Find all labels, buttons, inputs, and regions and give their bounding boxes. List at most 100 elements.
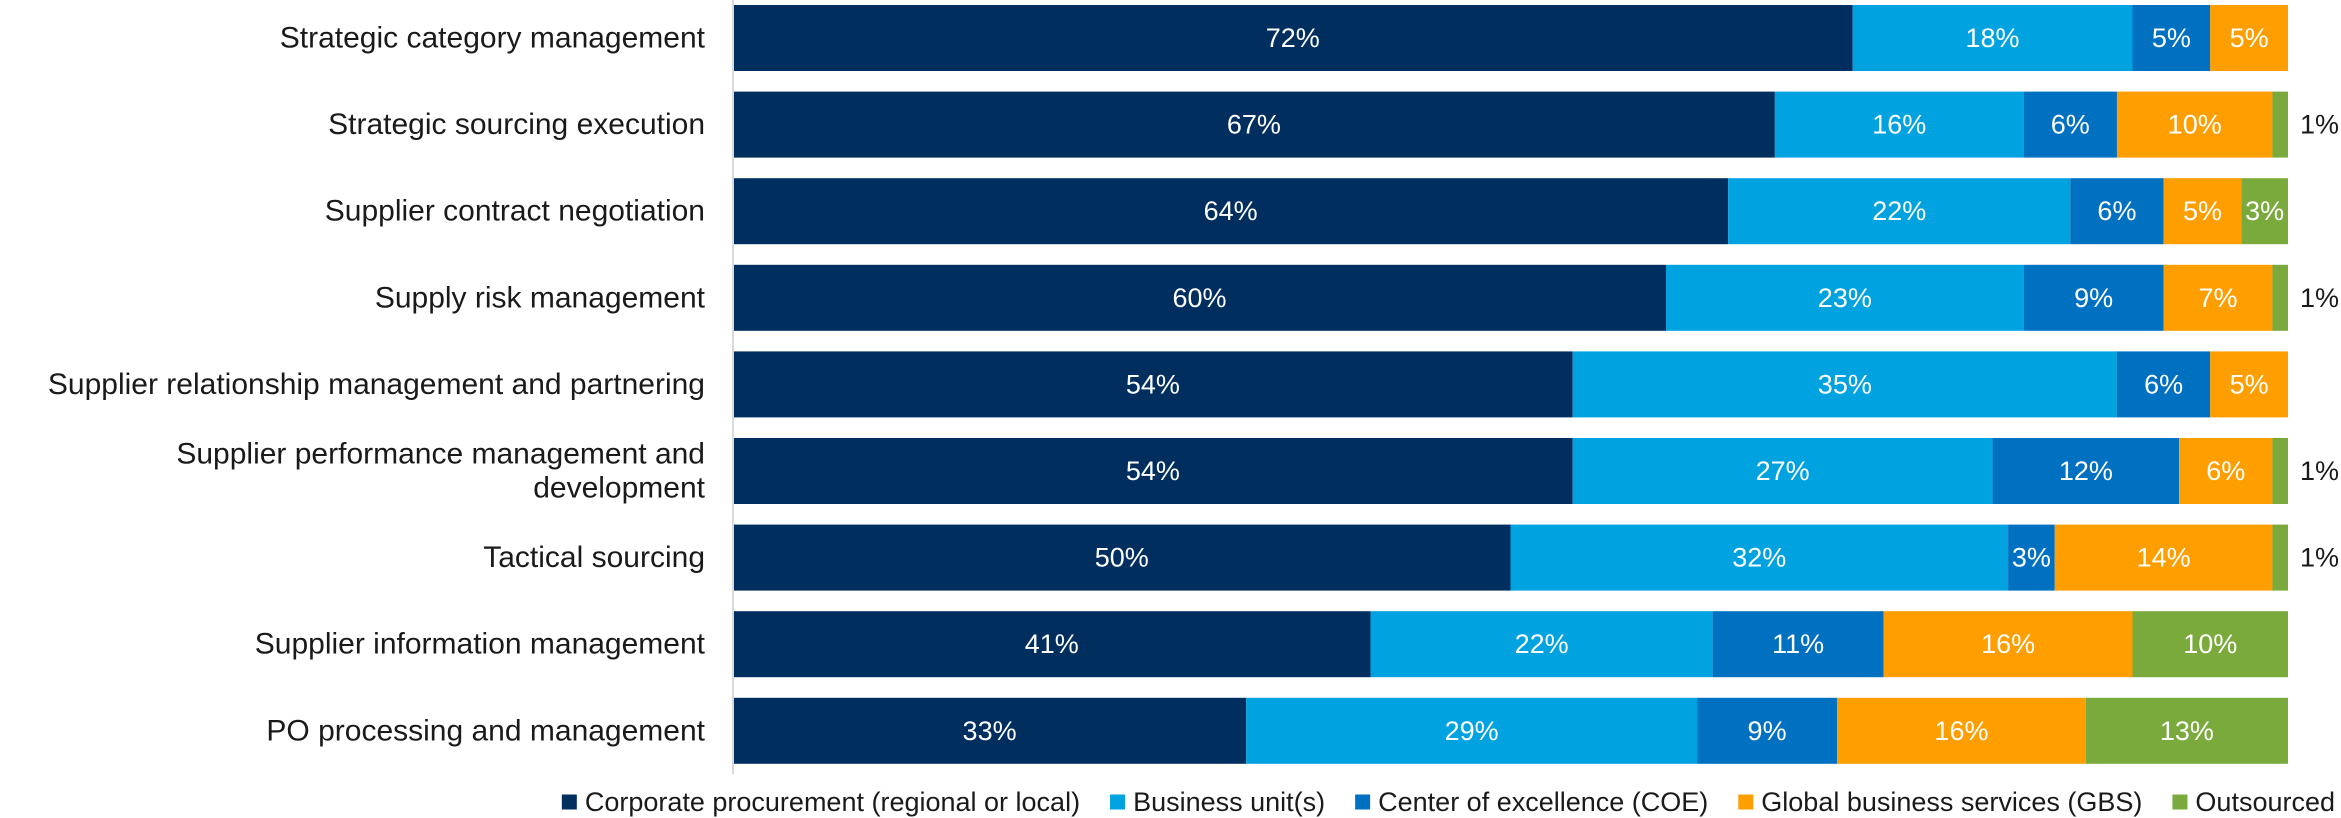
bar-business-unit-s-supplier-relationship-management-and-partnering (1572, 351, 2117, 418)
bar-global-business-services-gbs-strategic-category-management (2210, 5, 2288, 71)
data-label-global-business-services-gbs-strategic-category-management: 5% (2230, 23, 2269, 53)
data-label-center-of-excellence-coe-po-processing-and-management: 9% (1748, 716, 1787, 746)
category-label-supplier-contract-negotiation: Supplier contract negotiation (325, 195, 705, 228)
data-label-business-unit-s-supply-risk-management: 23% (1818, 283, 1872, 313)
data-label-center-of-excellence-coe-strategic-sourcing-execution: 6% (2051, 110, 2090, 140)
bar-outsourced-supplier-performance-management-and-development (2272, 438, 2288, 504)
data-label-corporate-procurement-regional-or-local-supplier-contract-negotiation: 64% (1204, 196, 1258, 226)
bar-outsourced-po-processing-and-management (2085, 697, 2288, 764)
data-label-business-unit-s-supplier-information-management: 22% (1515, 629, 1569, 659)
legend-item-center-of-excellence-coe: Center of excellence (COE) (1355, 787, 1708, 817)
data-label-corporate-procurement-regional-or-local-supplier-relationship-management-and-partnering: 54% (1126, 369, 1180, 399)
data-label-business-unit-s-strategic-category-management: 18% (1966, 23, 2020, 53)
data-label-outsourced-supplier-performance-management-and-development: 1% (2300, 456, 2339, 486)
data-label-global-business-services-gbs-supplier-performance-management-and-development: 6% (2206, 456, 2245, 486)
data-label-global-business-services-gbs-supply-risk-management: 7% (2199, 283, 2238, 313)
category-label-po-processing-and-management: PO processing and management (266, 714, 705, 747)
data-label-center-of-excellence-coe-supply-risk-management: 9% (2074, 283, 2113, 313)
legend-item-global-business-services-gbs: Global business services (GBS) (1738, 787, 2142, 817)
bar-business-unit-s-supplier-contract-negotiation (1728, 178, 2071, 245)
bar-corporate-procurement-regional-or-local-strategic-sourcing-execution (733, 91, 1775, 158)
category-label-tactical-sourcing: Tactical sourcing (483, 541, 705, 574)
data-label-global-business-services-gbs-tactical-sourcing: 14% (2137, 543, 2191, 573)
bar-business-unit-s-supplier-performance-management-and-development (1572, 438, 1993, 504)
bar-global-business-services-gbs-supplier-information-management (1883, 611, 2133, 678)
legend-swatch-business-unit-s (1110, 794, 1126, 810)
data-label-center-of-excellence-coe-supplier-performance-management-and-development: 12% (2059, 456, 2113, 486)
bar-business-unit-s-po-processing-and-management (1246, 697, 1698, 764)
legend-label-business-unit-s: Business unit(s) (1133, 787, 1325, 817)
bar-corporate-procurement-regional-or-local-supplier-performance-management-and-development (733, 438, 1573, 504)
bar-center-of-excellence-coe-strategic-category-management (2132, 5, 2211, 71)
legend-label-global-business-services-gbs: Global business services (GBS) (1761, 787, 2142, 817)
bar-outsourced-tactical-sourcing (2272, 524, 2288, 591)
bar-global-business-services-gbs-strategic-sourcing-execution (2116, 91, 2273, 158)
bar-global-business-services-gbs-supplier-performance-management-and-development (2179, 438, 2273, 504)
data-label-outsourced-supply-risk-management: 1% (2300, 283, 2339, 313)
bar-corporate-procurement-regional-or-local-supplier-relationship-management-and-partnering (733, 351, 1573, 418)
bar-global-business-services-gbs-po-processing-and-management (1837, 697, 2086, 764)
bar-center-of-excellence-coe-po-processing-and-management (1697, 697, 1838, 764)
data-label-business-unit-s-strategic-sourcing-execution: 16% (1872, 110, 1926, 140)
data-label-corporate-procurement-regional-or-local-strategic-category-management: 72% (1266, 23, 1320, 53)
legend-label-center-of-excellence-coe: Center of excellence (COE) (1378, 787, 1708, 817)
legend: Corporate procurement (regional or local… (561, 787, 2335, 817)
legend-item-business-unit-s: Business unit(s) (1110, 787, 1325, 817)
data-label-global-business-services-gbs-supplier-contract-negotiation: 5% (2183, 196, 2222, 226)
bar-outsourced-supplier-information-management (2132, 611, 2288, 678)
data-label-business-unit-s-tactical-sourcing: 32% (1732, 543, 1786, 573)
data-label-center-of-excellence-coe-supplier-information-management: 11% (1772, 629, 1824, 659)
legend-label-outsourced: Outsourced (2195, 787, 2335, 817)
legend-swatch-corporate-procurement-regional-or-local (561, 794, 577, 810)
bars-area: 72% 18% 5% 5% 67% 16% 6% 10% 1% 64% 22% 6% 5% 3% 60% 23… (733, 5, 2339, 764)
bar-corporate-procurement-regional-or-local-strategic-category-management (733, 5, 1853, 71)
legend-swatch-global-business-services-gbs (1738, 794, 1754, 810)
data-label-outsourced-supplier-contract-negotiation: 3% (2245, 196, 2284, 226)
bar-center-of-excellence-coe-supplier-relationship-management-and-partnering (2116, 351, 2211, 418)
data-label-corporate-procurement-regional-or-local-po-processing-and-management: 33% (963, 716, 1017, 746)
data-label-corporate-procurement-regional-or-local-supplier-information-management: 41% (1025, 629, 1079, 659)
bar-outsourced-supplier-contract-negotiation (2241, 178, 2288, 245)
category-label-supplier-information-management: Supplier information management (255, 628, 706, 661)
bar-corporate-procurement-regional-or-local-tactical-sourcing (733, 524, 1511, 591)
data-label-business-unit-s-supplier-performance-management-and-development: 27% (1756, 456, 1810, 486)
data-label-corporate-procurement-regional-or-local-strategic-sourcing-execution: 67% (1227, 110, 1281, 140)
category-label-supplier-relationship-management-and-partnering: Supplier relationship management and par… (48, 368, 705, 401)
legend-label-corporate-procurement-regional-or-local: Corporate procurement (regional or local… (585, 787, 1080, 817)
data-label-global-business-services-gbs-supplier-relationship-management-and-partnering: 5% (2230, 369, 2269, 399)
bar-global-business-services-gbs-supplier-contract-negotiation (2163, 178, 2242, 245)
bar-business-unit-s-strategic-category-management (1852, 5, 2133, 71)
data-label-center-of-excellence-coe-tactical-sourcing: 3% (2012, 543, 2051, 573)
data-label-corporate-procurement-regional-or-local-tactical-sourcing: 50% (1095, 543, 1149, 573)
bar-global-business-services-gbs-supply-risk-management (2163, 264, 2273, 331)
bar-center-of-excellence-coe-supplier-information-management (1712, 611, 1884, 678)
data-label-business-unit-s-supplier-relationship-management-and-partnering: 35% (1818, 369, 1872, 399)
bar-business-unit-s-supplier-information-management (1370, 611, 1713, 678)
legend-swatch-center-of-excellence-coe (1355, 794, 1371, 810)
data-label-corporate-procurement-regional-or-local-supply-risk-management: 60% (1172, 283, 1226, 313)
data-label-center-of-excellence-coe-strategic-category-management: 5% (2152, 23, 2191, 53)
data-label-global-business-services-gbs-strategic-sourcing-execution: 10% (2168, 110, 2222, 140)
legend-item-outsourced: Outsourced (2172, 787, 2335, 817)
bar-center-of-excellence-coe-supply-risk-management (2023, 264, 2164, 331)
category-labels: Strategic category management Strategic s… (48, 22, 706, 748)
category-label-strategic-category-management: Strategic category management (280, 22, 706, 55)
data-label-business-unit-s-po-processing-and-management: 29% (1445, 716, 1499, 746)
data-label-global-business-services-gbs-supplier-information-management: 16% (1981, 629, 2035, 659)
category-label-supply-risk-management: Supply risk management (375, 281, 706, 314)
bar-center-of-excellence-coe-supplier-contract-negotiation (2070, 178, 2164, 245)
legend-item-corporate-procurement-regional-or-local: Corporate procurement (regional or local… (561, 787, 1080, 817)
legend-swatch-outsourced (2172, 794, 2188, 810)
data-label-corporate-procurement-regional-or-local-supplier-performance-management-and-development: 54% (1126, 456, 1180, 486)
data-label-outsourced-strategic-sourcing-execution: 1% (2300, 110, 2339, 140)
bar-center-of-excellence-coe-strategic-sourcing-execution (2023, 91, 2117, 158)
bar-center-of-excellence-coe-tactical-sourcing (2008, 524, 2055, 591)
data-label-center-of-excellence-coe-supplier-contract-negotiation: 6% (2097, 196, 2136, 226)
bar-outsourced-supply-risk-management (2272, 264, 2288, 331)
data-label-global-business-services-gbs-po-processing-and-management: 16% (1934, 716, 1988, 746)
bar-corporate-procurement-regional-or-local-po-processing-and-management (733, 697, 1247, 764)
bar-global-business-services-gbs-supplier-relationship-management-and-partnering (2210, 351, 2288, 418)
data-label-outsourced-tactical-sourcing: 1% (2300, 543, 2339, 573)
bar-center-of-excellence-coe-supplier-performance-management-and-development (1992, 438, 2180, 504)
bar-corporate-procurement-regional-or-local-supply-risk-management (733, 264, 1666, 331)
